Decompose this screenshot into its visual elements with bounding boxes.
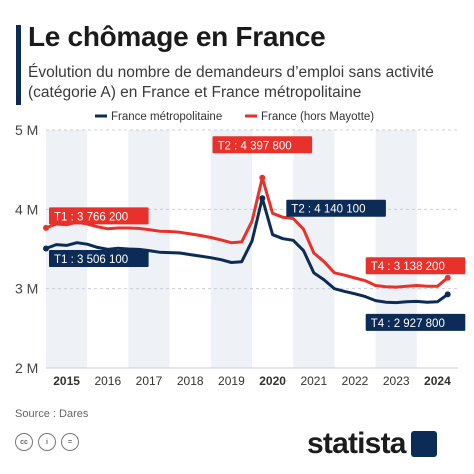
- annotation-point: [259, 174, 266, 181]
- legend: France métropolitaine France (hors Mayott…: [95, 111, 374, 123]
- gridlines: [46, 129, 458, 369]
- y-axis-ticks: 2 M 3 M 4 M 5 M: [15, 122, 38, 376]
- license-icons: cc i =: [15, 433, 79, 451]
- annotation-box: [49, 207, 149, 225]
- annotation-label: T2 : 4 397 800: [218, 140, 292, 152]
- annotation-box: [365, 257, 466, 275]
- cc-icon[interactable]: cc: [15, 433, 33, 451]
- annotation-point: [444, 291, 451, 298]
- annotation-point: [43, 224, 49, 231]
- year-band: [210, 130, 252, 368]
- annotation-labels: T1 : 3 766 200 T1 : 3 506 100 T2 : 4 397 8…: [49, 136, 466, 331]
- annotation-label: T2 : 4 140 100: [291, 204, 365, 216]
- series-line: [44, 196, 450, 305]
- x-tick-label: 2021: [300, 374, 327, 388]
- x-tick-label: 2024: [424, 374, 451, 388]
- series-lines: [44, 176, 450, 305]
- title-accent-bar: [16, 25, 21, 105]
- annotation-box: [286, 199, 386, 217]
- chart-title: Le chômage en France: [28, 21, 326, 52]
- annotation-box: [365, 313, 466, 331]
- series-line: [44, 176, 450, 289]
- annotation-point: [444, 274, 451, 281]
- source-note: Source : Dares: [15, 408, 89, 420]
- annotation-point: [43, 245, 49, 252]
- legend-label: France métropolitaine: [111, 111, 222, 123]
- x-tick-label: 2023: [383, 374, 410, 388]
- y-tick-label: 4 M: [15, 201, 38, 217]
- x-tick-label: 2016: [94, 374, 121, 388]
- annotation-label: T1 : 3 766 200: [54, 211, 128, 223]
- annotation-markers: [43, 174, 451, 298]
- year-band: [46, 130, 88, 368]
- x-tick-label: 2015: [53, 374, 80, 388]
- annotation-label: T4 : 2 927 800: [371, 318, 445, 330]
- info-icon[interactable]: i: [38, 433, 56, 451]
- annotation-box: [49, 250, 149, 268]
- annotation-label: T4 : 3 138 200: [371, 261, 445, 273]
- annotation-point: [259, 195, 266, 202]
- x-tick-label: 2022: [342, 374, 369, 388]
- year-band: [293, 130, 335, 368]
- y-tick-label: 3 M: [15, 281, 38, 297]
- x-tick-label: 2018: [177, 374, 204, 388]
- year-band: [375, 130, 417, 368]
- equals-icon[interactable]: =: [61, 433, 79, 451]
- x-axis-ticks: 2015 2016 2017 2018 2019 2020 2021 2022 2023 2024: [53, 374, 451, 388]
- annotation-box: [212, 136, 313, 154]
- legend-label: France (hors Mayotte): [261, 111, 374, 123]
- brand-mark-icon: [410, 431, 437, 457]
- chart-subtitle: Évolution du nombre de demandeurs d’empl…: [28, 64, 434, 101]
- x-tick-label: 2019: [218, 374, 245, 388]
- x-tick-label: 2020: [259, 374, 286, 388]
- x-tick-label: 2017: [136, 374, 163, 388]
- y-tick-label: 2 M: [15, 360, 38, 376]
- y-tick-label: 5 M: [15, 122, 38, 138]
- statista-logo[interactable]: statista: [307, 427, 437, 461]
- annotation-label: T1 : 3 506 100: [54, 254, 128, 266]
- brand-name: statista: [307, 427, 406, 460]
